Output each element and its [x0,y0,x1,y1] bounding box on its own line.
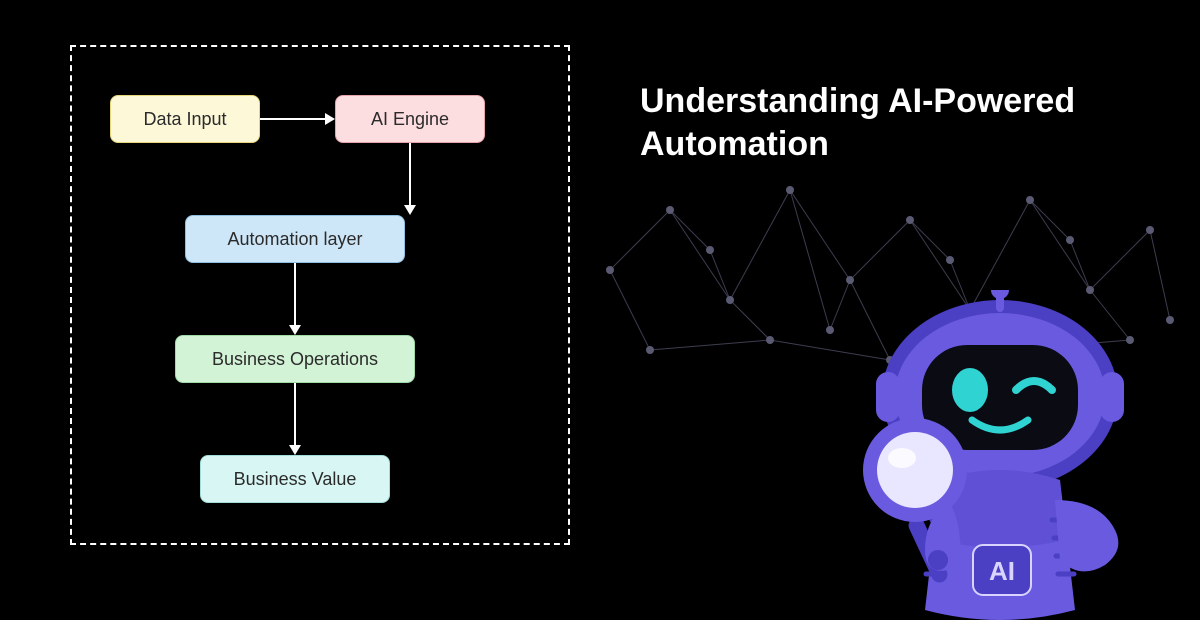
flow-node-label: AI Engine [371,109,449,130]
arrow-head-icon [289,445,301,455]
arrow-head-icon [404,205,416,215]
svg-text:AI: AI [989,556,1015,586]
flow-node-automation: Automation layer [185,215,405,263]
network-decoration [590,150,1200,410]
flow-arrow [294,263,296,325]
arrow-head-icon [289,325,301,335]
flow-node-label: Data Input [143,109,226,130]
robot-illustration: AI [830,290,1170,620]
flow-node-label: Business Operations [212,349,378,370]
flow-node-data-input: Data Input [110,95,260,143]
flow-arrow [409,143,411,205]
flow-node-operations: Business Operations [175,335,415,383]
page-title: Understanding AI-Powered Automation [640,80,1160,165]
flow-arrow [294,383,296,445]
flow-node-label: Automation layer [227,229,362,250]
arrow-head-icon [325,113,335,125]
flow-node-label: Business Value [234,469,357,490]
flow-node-ai-engine: AI Engine [335,95,485,143]
flow-arrow [260,118,325,120]
flow-node-value: Business Value [200,455,390,503]
